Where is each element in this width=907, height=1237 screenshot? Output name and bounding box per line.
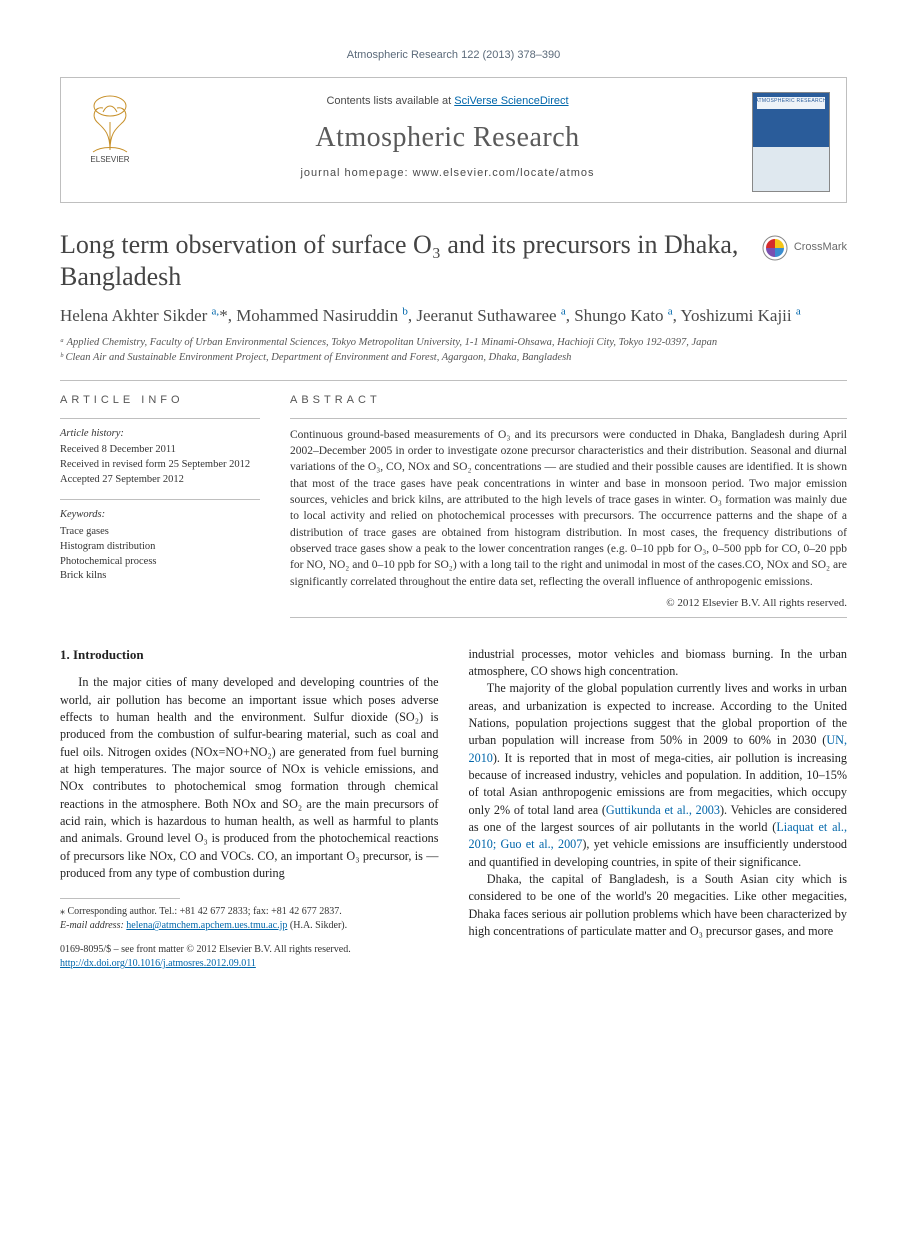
article-history: Article history: Received 8 December 201… bbox=[60, 427, 260, 488]
cover-title: ATMOSPHERIC RESEARCH bbox=[753, 98, 829, 105]
keywords-block: Keywords: Trace gases Histogram distribu… bbox=[60, 508, 260, 583]
body-two-column: 1. Introduction In the major cities of m… bbox=[60, 646, 847, 971]
homepage-url[interactable]: www.elsevier.com/locate/atmos bbox=[413, 167, 595, 179]
history-received: Received 8 December 2011 bbox=[60, 443, 260, 458]
title-block: Long term observation of surface O₃ and … bbox=[60, 229, 746, 294]
crossmark-badge[interactable]: CrossMark bbox=[762, 229, 847, 261]
intro-para-2: The majority of the global population cu… bbox=[469, 680, 848, 871]
keywords-label: Keywords: bbox=[60, 508, 260, 523]
journal-name: Atmospheric Research bbox=[161, 119, 734, 157]
homepage-label: journal homepage: bbox=[300, 167, 412, 179]
abstract-column: ABSTRACT Continuous ground-based measure… bbox=[290, 393, 847, 618]
email-label: E-mail address: bbox=[60, 920, 126, 931]
abstract-text: Continuous ground-based measurements of … bbox=[290, 427, 847, 590]
abstract-heading: ABSTRACT bbox=[290, 393, 847, 408]
info-abstract-row: ARTICLE INFO Article history: Received 8… bbox=[60, 393, 847, 618]
journal-cover-image: ATMOSPHERIC RESEARCH bbox=[752, 92, 830, 192]
keyword-3: Photochemical process bbox=[60, 555, 260, 570]
sciencedirect-link[interactable]: SciVerse ScienceDirect bbox=[454, 95, 568, 107]
affiliation-b: ᵇ Clean Air and Sustainable Environment … bbox=[60, 351, 847, 366]
intro-para-1b: industrial processes, motor vehicles and… bbox=[469, 646, 848, 681]
masthead: ELSEVIER Contents lists available at Sci… bbox=[60, 77, 847, 203]
affiliations: ᵃ Applied Chemistry, Faculty of Urban En… bbox=[60, 336, 847, 365]
intro-para-1a: In the major cities of many developed an… bbox=[60, 674, 439, 882]
crossmark-label: CrossMark bbox=[794, 240, 847, 255]
history-revised: Received in revised form 25 September 20… bbox=[60, 458, 260, 473]
page: Atmospheric Research 122 (2013) 378–390 … bbox=[0, 0, 907, 1011]
article-info-heading: ARTICLE INFO bbox=[60, 393, 260, 408]
doi-link[interactable]: http://dx.doi.org/10.1016/j.atmosres.201… bbox=[60, 958, 256, 969]
elsevier-tree-icon: ELSEVIER bbox=[77, 92, 143, 164]
abstract-end-divider bbox=[290, 617, 847, 618]
email-suffix: (H.A. Sikder). bbox=[287, 920, 347, 931]
publisher-logo-block: ELSEVIER bbox=[77, 92, 143, 169]
corresponding-email-link[interactable]: helena@atmchem.apchem.ues.tmu.ac.jp bbox=[126, 920, 287, 931]
author-list: Helena Akhter Sikder a,*, Mohammed Nasir… bbox=[60, 304, 847, 329]
journal-homepage: journal homepage: www.elsevier.com/locat… bbox=[161, 166, 734, 181]
corresponding-author-note: ⁎ Corresponding author. Tel.: +81 42 677… bbox=[60, 905, 439, 933]
title-row: Long term observation of surface O₃ and … bbox=[60, 229, 847, 294]
abstract-divider bbox=[290, 418, 847, 419]
masthead-center: Contents lists available at SciVerse Sci… bbox=[161, 92, 734, 181]
ref-guttikunda-2003[interactable]: Guttikunda et al., 2003 bbox=[606, 803, 720, 817]
publisher-name: ELSEVIER bbox=[90, 155, 129, 164]
intro-para-3: Dhaka, the capital of Bangladesh, is a S… bbox=[469, 871, 848, 940]
para2-text-a: The majority of the global population cu… bbox=[469, 681, 848, 747]
article-title: Long term observation of surface O₃ and … bbox=[60, 229, 746, 294]
footnote-separator bbox=[60, 898, 180, 899]
info-divider bbox=[60, 418, 260, 419]
keyword-2: Histogram distribution bbox=[60, 540, 260, 555]
info-divider-2 bbox=[60, 499, 260, 500]
corresponding-tel-fax: ⁎ Corresponding author. Tel.: +81 42 677… bbox=[60, 905, 439, 919]
history-accepted: Accepted 27 September 2012 bbox=[60, 473, 260, 488]
copyright-line: © 2012 Elsevier B.V. All rights reserved… bbox=[290, 596, 847, 611]
contents-available-line: Contents lists available at SciVerse Sci… bbox=[161, 94, 734, 109]
keyword-1: Trace gases bbox=[60, 525, 260, 540]
section-1-heading: 1. Introduction bbox=[60, 646, 439, 664]
affiliation-a: ᵃ Applied Chemistry, Faculty of Urban En… bbox=[60, 336, 847, 351]
section-divider bbox=[60, 380, 847, 381]
keyword-4: Brick kilns bbox=[60, 569, 260, 584]
issn-line: 0169-8095/$ – see front matter © 2012 El… bbox=[60, 943, 439, 957]
corresponding-email-line: E-mail address: helena@atmchem.apchem.ue… bbox=[60, 919, 439, 933]
cover-thumbnail: ATMOSPHERIC RESEARCH bbox=[752, 92, 830, 192]
article-info-column: ARTICLE INFO Article history: Received 8… bbox=[60, 393, 260, 618]
footer-doi-block: 0169-8095/$ – see front matter © 2012 El… bbox=[60, 943, 439, 971]
history-label: Article history: bbox=[60, 427, 260, 442]
crossmark-icon bbox=[762, 235, 788, 261]
running-head: Atmospheric Research 122 (2013) 378–390 bbox=[60, 48, 847, 63]
contents-prefix: Contents lists available at bbox=[326, 95, 454, 107]
